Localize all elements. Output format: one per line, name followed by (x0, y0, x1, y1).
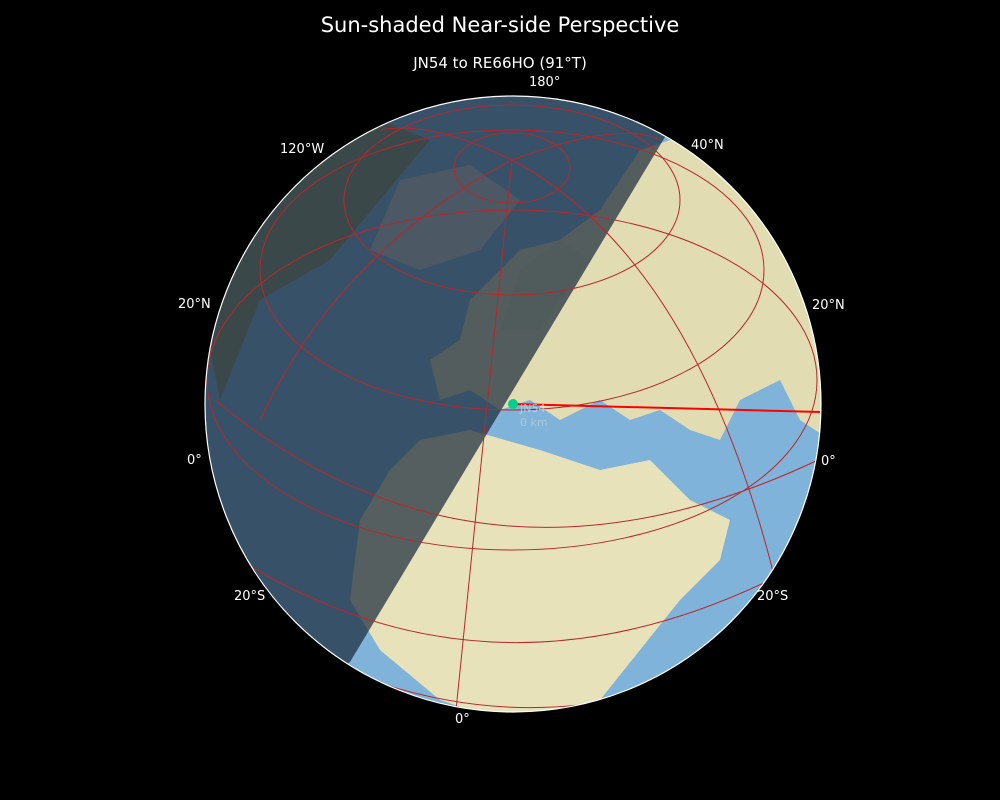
label-120w: 120°W (280, 142, 325, 157)
land-eurasia (430, 130, 821, 440)
great-circle-path (512, 403, 821, 413)
map-title: Sun-shaded Near-side Perspective (320, 13, 680, 37)
marker-label: JN54 (519, 402, 545, 415)
marker-distance: 0 km (520, 416, 548, 429)
location-marker[interactable] (508, 399, 518, 409)
label-0-right: 0° (821, 454, 836, 469)
label-20s-left: 20°S (234, 589, 266, 604)
label-180: 180° (529, 75, 561, 90)
label-0-bottom: 0° (455, 712, 470, 727)
globe-outline (204, 95, 822, 713)
label-40n: 40°N (691, 138, 724, 153)
map-subtitle: JN54 to RE66HO (91°T) (413, 54, 587, 72)
night-shade (205, 96, 700, 712)
label-0-left: 0° (187, 453, 202, 468)
label-20n-right: 20°N (812, 298, 845, 313)
label-20s-right: 20°S (757, 589, 789, 604)
label-20n-left: 20°N (178, 297, 211, 312)
